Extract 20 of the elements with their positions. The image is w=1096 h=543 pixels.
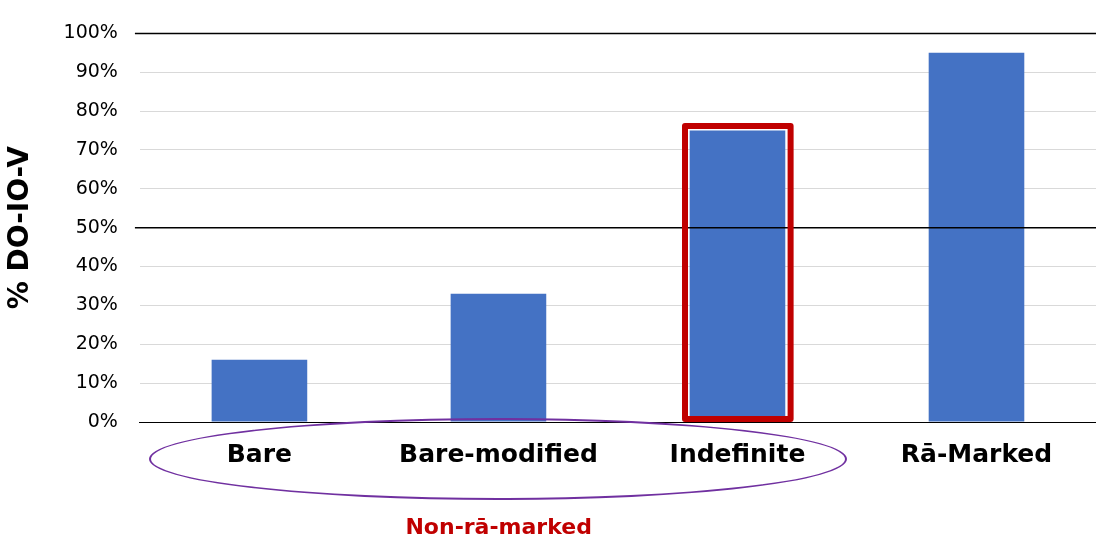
y-tick-label: 20% — [75, 331, 118, 354]
y-tick-label: 0% — [87, 408, 118, 431]
bar — [928, 52, 1025, 422]
y-tick-label: 70% — [75, 136, 118, 159]
text: Non-rā-marked — [405, 514, 592, 539]
x-tick-label: Indefinite — [669, 438, 806, 468]
y-tick-label: 10% — [75, 370, 118, 393]
y-tick-label: 30% — [75, 292, 118, 315]
bar — [450, 293, 547, 422]
x-tick-label: Bare — [226, 438, 293, 468]
y-tick-label: 100% — [63, 20, 118, 43]
y-tick-label: 60% — [75, 175, 118, 198]
y-axis-title: % DO-IO-V — [2, 145, 36, 310]
x-tick-label: Rā-Marked — [900, 438, 1053, 468]
x-tick-label: Bare-modified — [399, 438, 598, 468]
y-tick-label: 50% — [75, 214, 118, 237]
y-tick-label: 90% — [75, 59, 118, 82]
bar — [211, 359, 308, 422]
y-tick-label: 80% — [75, 98, 118, 121]
y-tick-label: 40% — [75, 253, 118, 276]
